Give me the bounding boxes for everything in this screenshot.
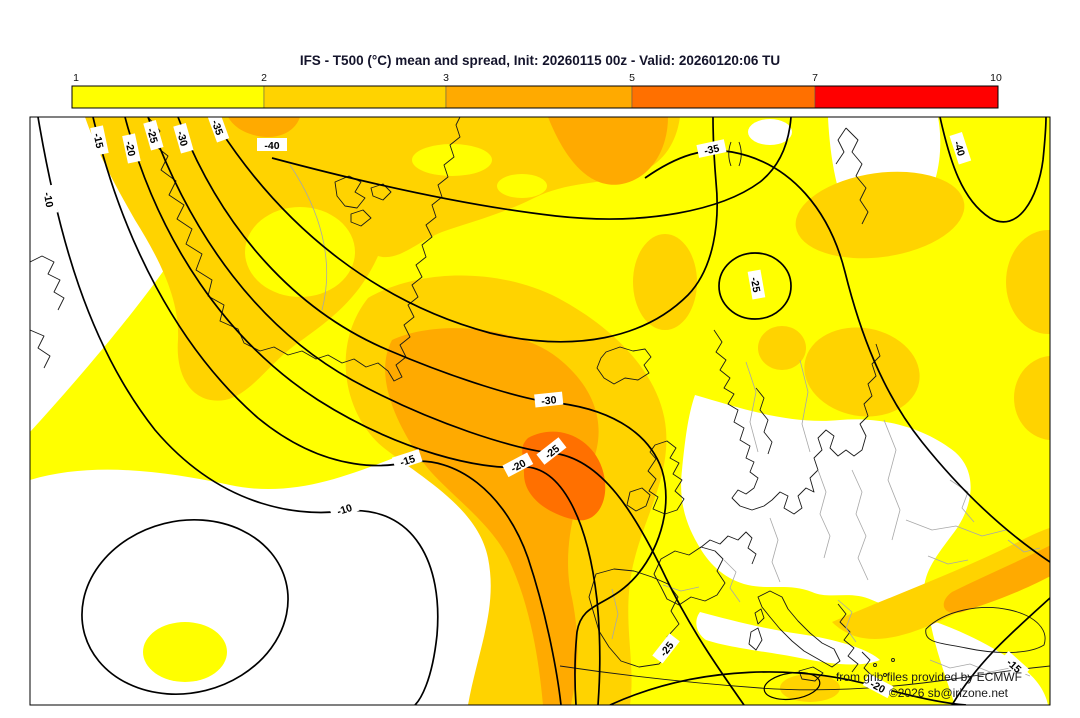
- spread-orange-regions: [228, 117, 1050, 705]
- contour-minus-30: [177, 117, 667, 705]
- contour-label: -15: [91, 132, 106, 149]
- colorbar-segment-1-2: [71, 85, 265, 109]
- colorbar-segment-3-5: [445, 85, 633, 109]
- spread-yellow-patches: [143, 144, 785, 682]
- contour-minus-35-west: [211, 117, 718, 343]
- contour-label: -30: [541, 394, 558, 408]
- colorbar-tick: 10: [990, 72, 1002, 84]
- contour-minus-25: [147, 117, 745, 705]
- contour-label: -35: [703, 143, 720, 158]
- chart-title: IFS - T500 (°C) mean and spread, Init: 2…: [300, 53, 780, 68]
- attribution-source: from grib files provided by ECMWF: [836, 670, 1022, 684]
- contour-minus-10: [37, 117, 439, 705]
- contour-minus-40-arctic: [271, 117, 792, 220]
- contour-closed-low: [81, 518, 289, 696]
- contour-label: -40: [951, 140, 967, 158]
- colorbar-tick: 3: [443, 72, 449, 84]
- country-borders: [289, 164, 1041, 677]
- coastlines: [30, 117, 1050, 691]
- contour-label: -25: [144, 127, 160, 145]
- attribution-copyright: ©2026 sb@irizone.net: [889, 686, 1009, 700]
- colorbar-segment-5-7: [631, 85, 816, 109]
- colorbar-tick: 2: [261, 72, 267, 84]
- colorbar-tick: 5: [629, 72, 635, 84]
- contour-label: -20: [123, 140, 138, 157]
- contour-label: -35: [209, 118, 226, 137]
- contour-minus-15-southeast: [951, 597, 1050, 705]
- colorbar-tick: 7: [812, 72, 818, 84]
- map-canvas: -10 -15 -20 -25 -30 -35 -40 -35 -40 -25 …: [30, 117, 1050, 705]
- colorbar-segment-7-10: [814, 85, 999, 109]
- contour-labels: -10 -15 -20 -25 -30 -35 -40 -35 -40 -25 …: [40, 117, 1030, 699]
- colorbar-segment-2-3: [263, 85, 447, 109]
- contour-label: -15: [399, 453, 417, 469]
- colorbar-legend: 1 2 3 5 7 10: [71, 72, 1002, 109]
- map-frame: [29, 116, 1051, 706]
- contour-label: -30: [174, 130, 190, 148]
- attribution: from grib files provided by ECMWF ©2026 …: [836, 670, 1022, 700]
- contour-minus-20: [124, 117, 601, 705]
- contour-label: -10: [336, 502, 354, 518]
- contour-label: -10: [41, 191, 55, 208]
- contour-minus-40-northeast: [939, 117, 1047, 223]
- contour-minus-20-southeast: [609, 671, 967, 705]
- contour-label: -25: [748, 276, 762, 293]
- colorbar-tick: 1: [73, 72, 79, 84]
- colorbar-frame: [71, 85, 999, 109]
- contour-closed-minus-25: [718, 252, 792, 320]
- contour-label: -40: [264, 140, 279, 152]
